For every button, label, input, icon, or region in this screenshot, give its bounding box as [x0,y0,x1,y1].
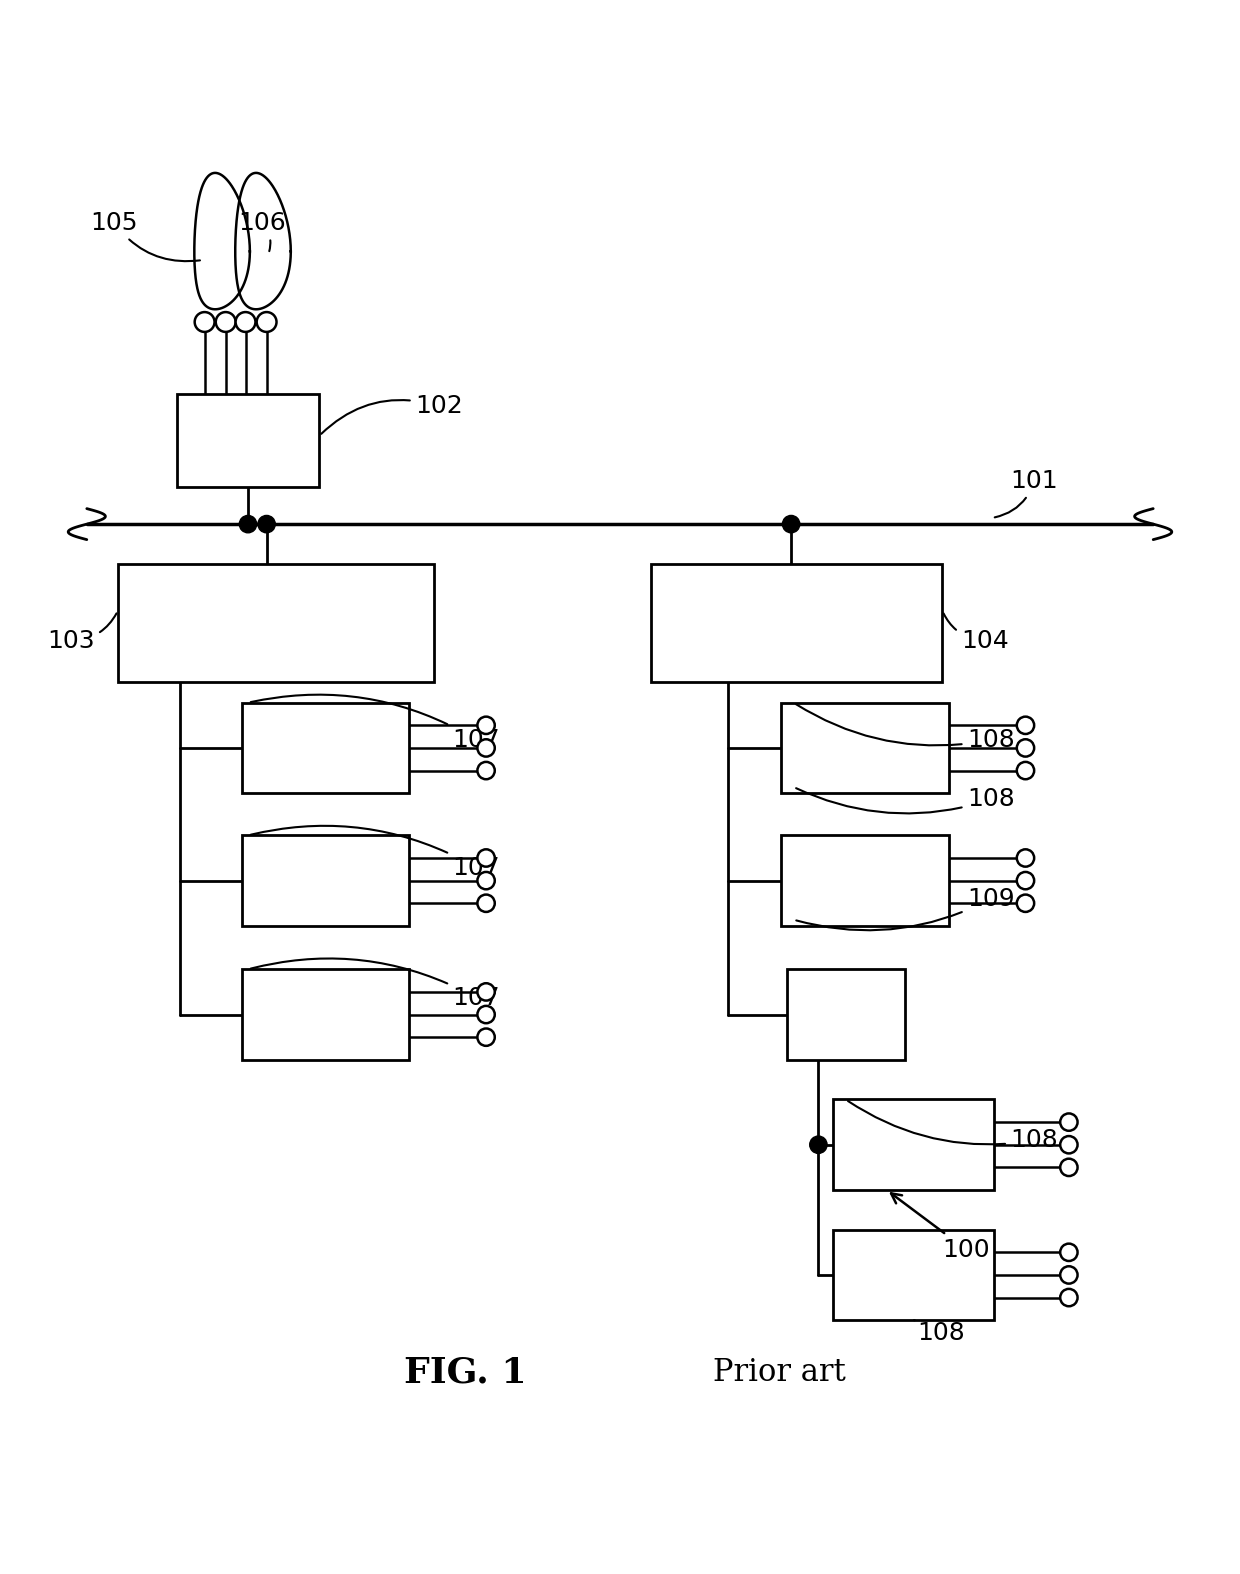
Circle shape [477,1006,495,1023]
Circle shape [477,894,495,911]
Bar [118,563,434,682]
Text: 108: 108 [796,787,1016,814]
Circle shape [257,312,277,332]
Circle shape [477,1028,495,1045]
Circle shape [1060,1136,1078,1154]
Circle shape [239,515,257,534]
Circle shape [1017,850,1034,867]
Circle shape [477,716,495,733]
Circle shape [782,515,800,534]
Text: 107: 107 [250,694,500,752]
Text: 107: 107 [250,826,500,880]
Circle shape [810,1136,827,1154]
Bar [781,702,949,793]
Bar [833,1229,994,1321]
Circle shape [1060,1243,1078,1261]
Text: 108: 108 [848,1102,1059,1152]
Text: 105: 105 [91,211,200,261]
Circle shape [477,740,495,757]
Text: 104: 104 [944,614,1009,653]
Bar [781,836,949,926]
Text: FIG. 1: FIG. 1 [404,1355,526,1390]
Bar [177,394,320,486]
Circle shape [195,312,215,332]
Circle shape [477,984,495,1001]
Text: 108: 108 [914,1321,966,1344]
Circle shape [1060,1265,1078,1284]
Text: 101: 101 [994,469,1058,518]
Bar [787,970,905,1059]
Circle shape [258,515,275,534]
Text: 109: 109 [796,886,1014,930]
Text: 102: 102 [321,395,464,434]
Circle shape [1060,1289,1078,1306]
Text: 100: 100 [892,1193,990,1261]
Circle shape [477,762,495,779]
Circle shape [1017,894,1034,911]
Circle shape [1017,716,1034,733]
Circle shape [477,850,495,867]
Bar [651,563,942,682]
Text: Prior art: Prior art [713,1357,846,1388]
Bar [242,836,409,926]
Circle shape [1060,1158,1078,1176]
Bar [242,970,409,1059]
Text: 107: 107 [250,959,500,1011]
Circle shape [236,312,255,332]
Bar [833,1100,994,1190]
Text: 103: 103 [47,614,117,653]
Text: 108: 108 [796,704,1016,752]
Circle shape [477,872,495,889]
Circle shape [1017,872,1034,889]
Circle shape [1017,740,1034,757]
Circle shape [1017,762,1034,779]
Circle shape [1060,1113,1078,1130]
Circle shape [216,312,236,332]
Text: 106: 106 [238,211,286,252]
Bar [242,702,409,793]
